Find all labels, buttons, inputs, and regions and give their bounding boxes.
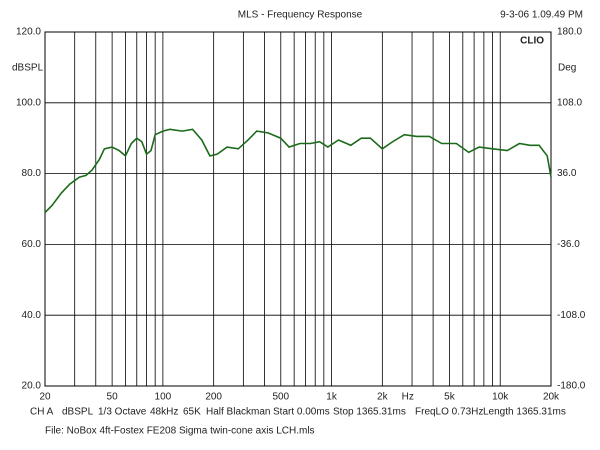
y-tick-label: 120.0 <box>16 27 41 38</box>
x-axis-label: Hz <box>402 392 414 403</box>
y2-tick-label: -108.0 <box>557 310 586 321</box>
y-tick-label: 20.0 <box>22 381 42 392</box>
info-item: FreqLO 0.73Hz <box>415 407 483 418</box>
info-item: 48kHz <box>150 407 178 418</box>
y2-tick-label: 108.0 <box>557 97 582 108</box>
x-tick-label: 10k <box>492 392 509 403</box>
y-tick-label: 80.0 <box>22 168 42 179</box>
y-axis-label: dBSPL <box>12 63 44 74</box>
y-tick-label: 40.0 <box>22 310 42 321</box>
info-item: Half Blackman <box>206 407 270 418</box>
chart-title: MLS - Frequency Response <box>238 10 363 21</box>
y2-axis-label: Deg <box>558 63 576 74</box>
info-item: 65K <box>183 407 201 418</box>
response-curve <box>44 128 552 214</box>
y2-tick-label: 36.0 <box>557 168 577 179</box>
y2-tick-label: -36.0 <box>557 239 580 250</box>
x-tick-label: 500 <box>272 392 289 403</box>
x-tick-label: 1k <box>326 392 338 403</box>
x-tick-label: 20 <box>39 392 51 403</box>
info-item: 1/3 Octave <box>98 407 147 418</box>
info-item: Stop 1365.31ms <box>333 407 406 418</box>
plot-frame <box>44 31 552 387</box>
y2-tick-label: -180.0 <box>557 381 586 392</box>
x-tick-label: 50 <box>107 392 119 403</box>
info-item: Length 1365.31ms <box>483 407 566 418</box>
brand: CLIO <box>520 36 544 47</box>
timestamp: 9-3-06 1.09.49 PM <box>500 10 583 21</box>
y-tick-label: 60.0 <box>22 239 42 250</box>
y-tick-label: 100.0 <box>16 97 41 108</box>
y2-tick-label: 180.0 <box>557 27 582 38</box>
x-tick-label: 20k <box>543 392 560 403</box>
info-item: CH A <box>30 407 54 418</box>
file-name: File: NoBox 4ft-Fostex FE208 Sigma twin-… <box>45 426 315 437</box>
x-tick-label: 100 <box>155 392 172 403</box>
x-tick-label: 5k <box>444 392 456 403</box>
x-tick-label: 2k <box>377 392 389 403</box>
x-tick-label: 200 <box>205 392 222 403</box>
info-item: Start 0.00ms <box>273 407 330 418</box>
info-item: dBSPL <box>62 407 94 418</box>
